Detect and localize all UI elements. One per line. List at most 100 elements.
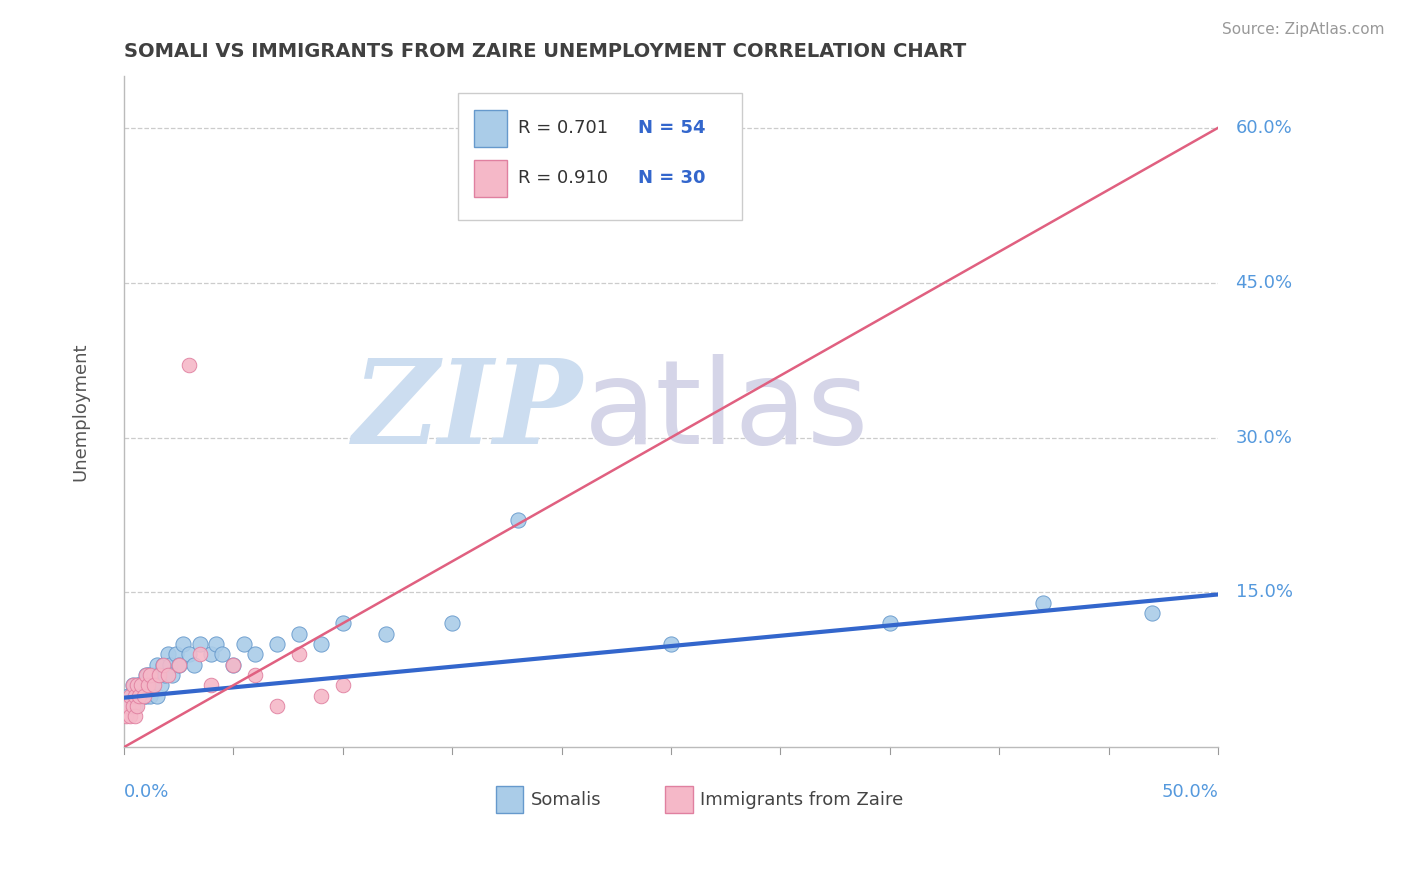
Point: [128, 689, 150, 703]
Point: [145, 689, 167, 703]
Point: [125, 678, 148, 692]
Point: [132, 689, 155, 703]
Text: ZIP: ZIP: [353, 354, 583, 469]
Point: [120, 689, 142, 703]
Point: [125, 689, 148, 703]
Point: [139, 689, 162, 703]
Point: [266, 698, 288, 713]
Point: [159, 657, 181, 672]
Point: [125, 678, 148, 692]
Point: [128, 689, 150, 703]
Point: [204, 637, 226, 651]
Point: [309, 637, 332, 651]
Text: 0.0%: 0.0%: [124, 783, 169, 801]
Text: R = 0.701: R = 0.701: [517, 119, 607, 136]
Point: [131, 678, 153, 692]
Text: Source: ZipAtlas.com: Source: ZipAtlas.com: [1222, 22, 1385, 37]
Text: Somalis: Somalis: [531, 790, 602, 808]
Text: atlas: atlas: [583, 354, 869, 469]
Text: SOMALI VS IMMIGRANTS FROM ZAIRE UNEMPLOYMENT CORRELATION CHART: SOMALI VS IMMIGRANTS FROM ZAIRE UNEMPLOY…: [124, 42, 966, 61]
Point: [135, 689, 157, 703]
Point: [200, 648, 222, 662]
Point: [132, 689, 155, 703]
Point: [145, 657, 167, 672]
Text: Immigrants from Zaire: Immigrants from Zaire: [700, 790, 904, 808]
Point: [288, 626, 311, 640]
FancyBboxPatch shape: [474, 110, 506, 146]
Point: [243, 668, 266, 682]
Point: [165, 648, 187, 662]
FancyBboxPatch shape: [474, 160, 506, 197]
Point: [117, 698, 139, 713]
Text: R = 0.910: R = 0.910: [517, 169, 607, 187]
Text: 60.0%: 60.0%: [1236, 119, 1292, 136]
Point: [309, 689, 332, 703]
FancyBboxPatch shape: [457, 93, 742, 220]
Text: 15.0%: 15.0%: [1236, 583, 1292, 601]
Point: [233, 637, 256, 651]
Point: [155, 668, 177, 682]
Point: [190, 648, 212, 662]
Point: [148, 668, 170, 682]
Point: [375, 626, 398, 640]
Point: [121, 678, 143, 692]
Point: [124, 689, 146, 703]
Point: [124, 689, 146, 703]
Point: [124, 709, 146, 723]
Point: [167, 657, 190, 672]
Point: [132, 678, 155, 692]
Point: [115, 709, 138, 723]
Point: [243, 648, 266, 662]
Point: [141, 678, 163, 692]
Point: [121, 698, 143, 713]
Point: [222, 657, 245, 672]
Text: N = 30: N = 30: [638, 169, 706, 187]
Point: [143, 678, 166, 692]
Point: [120, 709, 142, 723]
Text: 45.0%: 45.0%: [1236, 274, 1292, 292]
Point: [125, 698, 148, 713]
Point: [190, 637, 212, 651]
Point: [441, 616, 464, 631]
Point: [135, 668, 157, 682]
Point: [1142, 606, 1164, 620]
Point: [288, 648, 311, 662]
Text: 30.0%: 30.0%: [1236, 428, 1292, 447]
Point: [332, 616, 354, 631]
Text: N = 54: N = 54: [638, 119, 706, 136]
Text: 50.0%: 50.0%: [1161, 783, 1218, 801]
Point: [266, 637, 288, 651]
Point: [200, 678, 222, 692]
Point: [135, 668, 157, 682]
Point: [172, 637, 194, 651]
Point: [332, 678, 354, 692]
Point: [139, 668, 162, 682]
Point: [136, 678, 159, 692]
Point: [156, 668, 179, 682]
Point: [148, 668, 170, 682]
Point: [136, 668, 159, 682]
Point: [156, 648, 179, 662]
Point: [879, 616, 901, 631]
Point: [152, 657, 174, 672]
Point: [115, 698, 138, 713]
Point: [152, 657, 174, 672]
Point: [1032, 596, 1054, 610]
Point: [121, 678, 143, 692]
Point: [124, 698, 146, 713]
Point: [160, 668, 183, 682]
Point: [183, 657, 205, 672]
Point: [506, 513, 529, 527]
FancyBboxPatch shape: [496, 786, 523, 813]
Point: [222, 657, 245, 672]
Point: [659, 637, 682, 651]
Point: [139, 668, 162, 682]
Point: [117, 689, 139, 703]
Point: [131, 689, 153, 703]
Text: Unemployment: Unemployment: [72, 343, 89, 481]
Point: [128, 678, 150, 692]
Point: [136, 678, 159, 692]
Point: [211, 648, 233, 662]
Point: [143, 668, 166, 682]
Point: [179, 648, 201, 662]
